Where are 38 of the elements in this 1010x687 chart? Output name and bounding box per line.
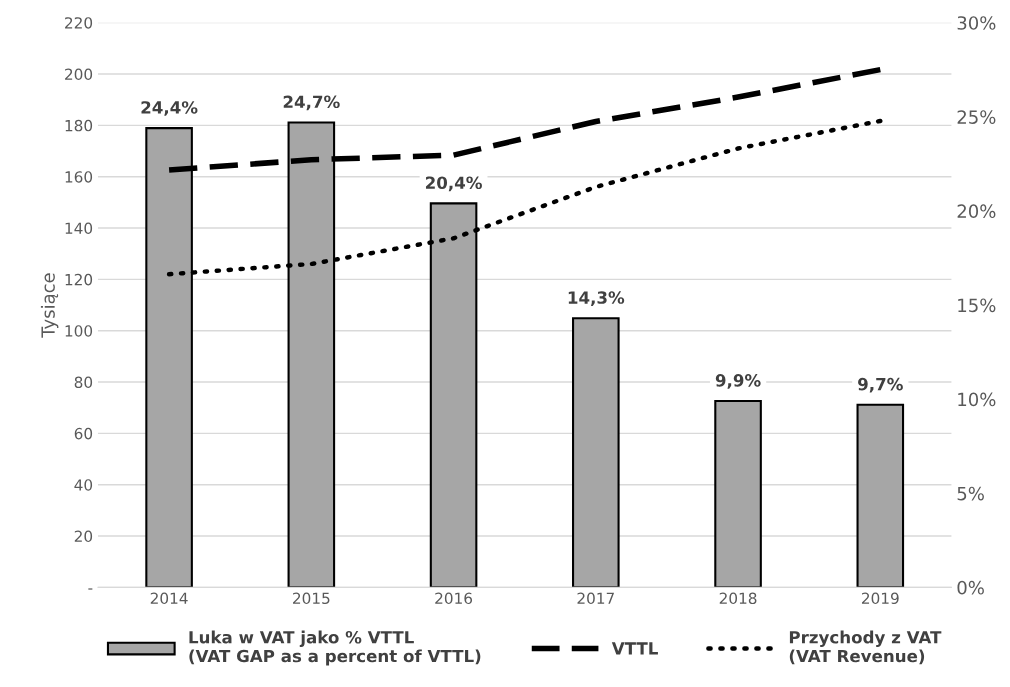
y2-tick-label: 10% xyxy=(958,392,996,407)
y-tick-label: 100 xyxy=(65,325,93,337)
x-tick-label: 2015 xyxy=(293,592,330,605)
x-tick-label: 2014 xyxy=(150,592,188,605)
y-tick-label: - xyxy=(88,588,93,590)
y2-tick-label: 15% xyxy=(958,298,996,313)
x-tick-label: 2018 xyxy=(719,592,757,605)
data-label: 9,9% xyxy=(715,374,761,389)
y-tick-label: 40 xyxy=(74,479,93,491)
bar xyxy=(572,317,620,588)
data-label: 24,4% xyxy=(141,101,198,116)
y-tick-label: 180 xyxy=(65,119,93,132)
legend-label: Luka w VAT jako % VTTL (VAT GAP as a percent of VTTL) xyxy=(189,630,481,666)
data-label: 9,7% xyxy=(858,377,903,393)
y2-tick-label: 30% xyxy=(957,16,996,30)
legend-label: VTTL xyxy=(611,642,658,655)
y-tick-label: 60 xyxy=(74,427,93,440)
y2-tick-label: 20% xyxy=(957,204,996,219)
y-tick-label: 200 xyxy=(65,68,93,81)
x-tick-label: 2019 xyxy=(861,592,899,605)
x-tick-label: 2016 xyxy=(435,592,473,605)
y2-tick-label: 0% xyxy=(957,580,984,595)
y-tick-label: 80 xyxy=(74,376,93,389)
data-label: 20,4% xyxy=(425,176,482,192)
y2-tick-label: 5% xyxy=(957,486,984,501)
y2-tick-label: 25% xyxy=(957,110,996,124)
bar xyxy=(714,399,762,588)
y-tick-label: 20 xyxy=(74,530,93,543)
x-tick-label: 2017 xyxy=(577,592,614,605)
y-tick-label: 140 xyxy=(65,222,93,235)
data-label: 24,7% xyxy=(283,95,340,111)
y-tick-label: 220 xyxy=(65,17,93,29)
y-tick-label: 120 xyxy=(65,273,93,286)
data-label: 14,3% xyxy=(568,291,625,306)
bar xyxy=(856,403,905,588)
y-tick-label: 160 xyxy=(65,171,93,183)
legend-label: Przychody z VAT (VAT Revenue) xyxy=(789,630,942,665)
y-axis-title: Tysiące xyxy=(40,273,59,338)
